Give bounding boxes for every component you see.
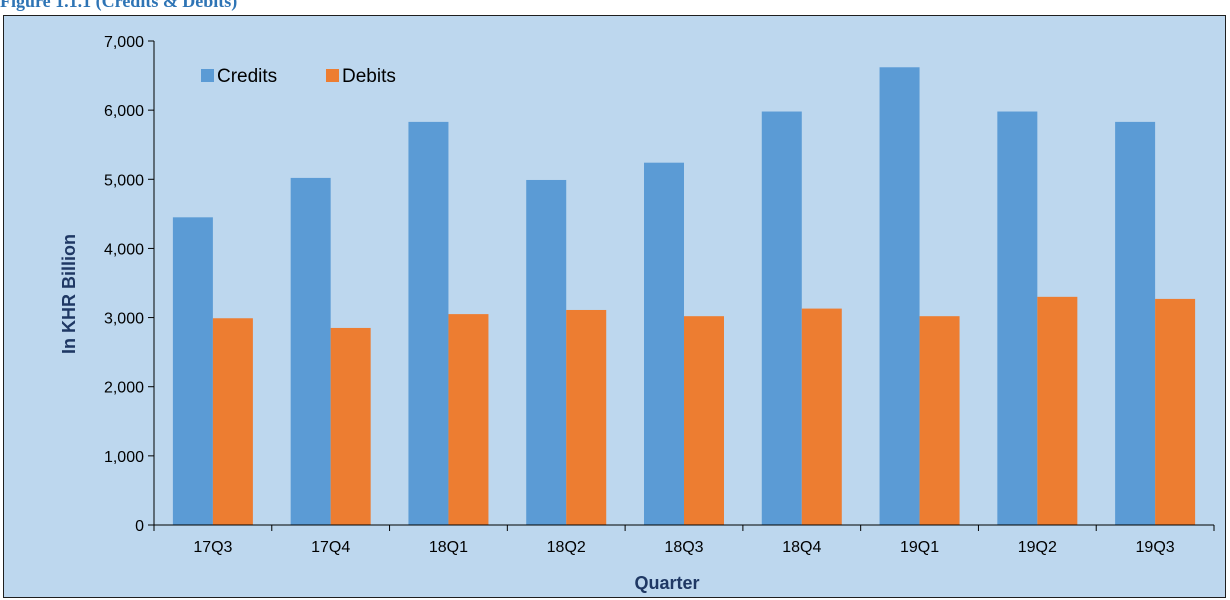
bar-debits-18Q2 (566, 309, 607, 525)
legend-label-credits: Credits (217, 66, 277, 87)
y-tick-label: 5,000 (104, 172, 144, 189)
legend-label-debits: Debits (342, 66, 396, 87)
x-tick-label: 18Q4 (782, 539, 821, 556)
figure-title: Figure 1.1.1 (Credits & Debits) (0, 0, 238, 11)
legend: Credits Debits (201, 66, 396, 87)
bar-debits-18Q1 (448, 314, 489, 525)
legend-swatch-debits (326, 69, 339, 82)
bar-debits-18Q3 (684, 316, 724, 525)
chart-frame: 0 1,000 2,000 3,000 4,000 5,000 6,000 7,000 17Q3… (3, 15, 1226, 598)
bar-debits-19Q1 (919, 316, 960, 525)
bar-credits-19Q2 (997, 111, 1038, 526)
y-axis-title: In KHR Billion (59, 234, 79, 354)
bar-debits-19Q2 (1037, 296, 1078, 525)
bar-debits-17Q4 (330, 327, 371, 525)
bar-credits-18Q3 (644, 162, 684, 526)
bar-chart: 0 1,000 2,000 3,000 4,000 5,000 6,000 7,000 17Q3… (59, 34, 1215, 593)
bar-credits-18Q2 (526, 179, 567, 525)
bar-debits-19Q3 (1155, 298, 1196, 525)
x-tick-label: 18Q1 (429, 539, 468, 556)
bar-credits-17Q4 (290, 177, 331, 525)
bar-credits-19Q3 (1115, 121, 1156, 525)
y-tick-label: 6,000 (104, 103, 144, 120)
bar-credits-17Q3 (172, 217, 213, 526)
y-tick-label: 2,000 (104, 380, 144, 397)
legend-swatch-credits (201, 69, 214, 82)
bar-debits-18Q4 (801, 308, 842, 525)
x-tick-label: 17Q3 (193, 539, 232, 556)
x-tick-label: 19Q1 (900, 539, 939, 556)
bar-credits-19Q1 (879, 67, 920, 525)
x-tick-label: 18Q3 (664, 539, 703, 556)
bars-group (172, 67, 1196, 526)
y-tick-label: 1,000 (104, 449, 144, 466)
bar-debits-17Q3 (212, 318, 253, 525)
y-tick-label: 4,000 (104, 241, 144, 258)
bar-credits-18Q1 (408, 121, 449, 525)
x-tick-label: 19Q3 (1136, 539, 1175, 556)
y-tick-label: 3,000 (104, 311, 144, 328)
x-tick-label: 18Q2 (547, 539, 586, 556)
bar-credits-18Q4 (761, 111, 802, 526)
x-tick-label: 17Q4 (311, 539, 350, 556)
y-tick-label: 7,000 (104, 34, 144, 51)
x-axis-title: Quarter (634, 573, 699, 593)
y-tick-label: 0 (135, 518, 144, 535)
x-tick-label: 19Q2 (1018, 539, 1057, 556)
axes-group: 0 1,000 2,000 3,000 4,000 5,000 6,000 7,000 17Q3… (104, 34, 1215, 556)
